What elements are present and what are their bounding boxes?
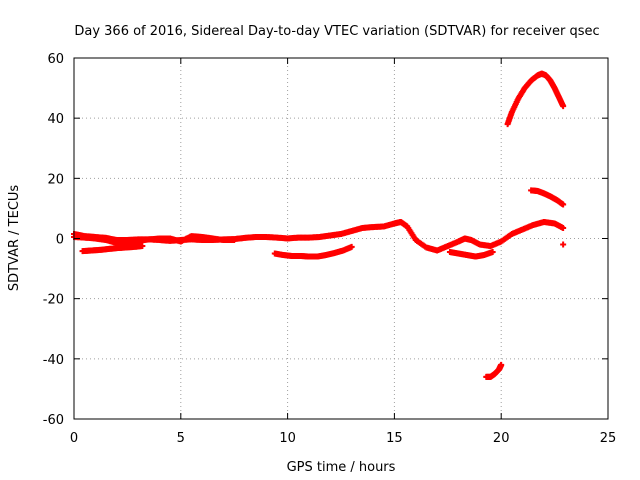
x-tick-label: 20 — [493, 431, 510, 446]
x-axis-label: GPS time / hours — [287, 460, 396, 475]
lower-segment-early-point — [139, 243, 146, 250]
tick-labels: 0 5 10 15 20 25 -60 -40 -20 0 20 40 60 — [43, 52, 617, 446]
data-series — [71, 70, 567, 380]
y-tick-label: 40 — [47, 112, 64, 127]
chart-title: Day 366 of 2016, Sidereal Day-to-day VTE… — [74, 24, 599, 39]
positive-arc-point — [560, 103, 567, 110]
x-tick-label: 10 — [279, 431, 296, 446]
axis-ticks — [73, 57, 609, 420]
x-tick-label: 25 — [600, 431, 617, 446]
main-trace-point — [560, 224, 567, 231]
x-tick-label: 0 — [70, 431, 78, 446]
negative-arc-point — [498, 361, 505, 368]
x-tick-label: 5 — [177, 431, 185, 446]
y-tick-label: -40 — [43, 353, 64, 368]
y-tick-label: -20 — [43, 293, 64, 308]
y-tick-label: -60 — [43, 413, 64, 428]
x-tick-label: 15 — [386, 431, 403, 446]
upper-band-point — [231, 237, 238, 244]
y-tick-label: 60 — [47, 52, 64, 67]
secondary-arc-point — [560, 201, 567, 208]
y-tick-label: 0 — [56, 233, 64, 248]
isolated-point-point — [560, 241, 567, 248]
lower-segment-late-point — [489, 249, 496, 256]
y-axis-label: SDTVAR / TECUs — [7, 185, 22, 292]
y-tick-label: 20 — [47, 172, 64, 187]
lower-segment-mid-point — [348, 243, 355, 250]
